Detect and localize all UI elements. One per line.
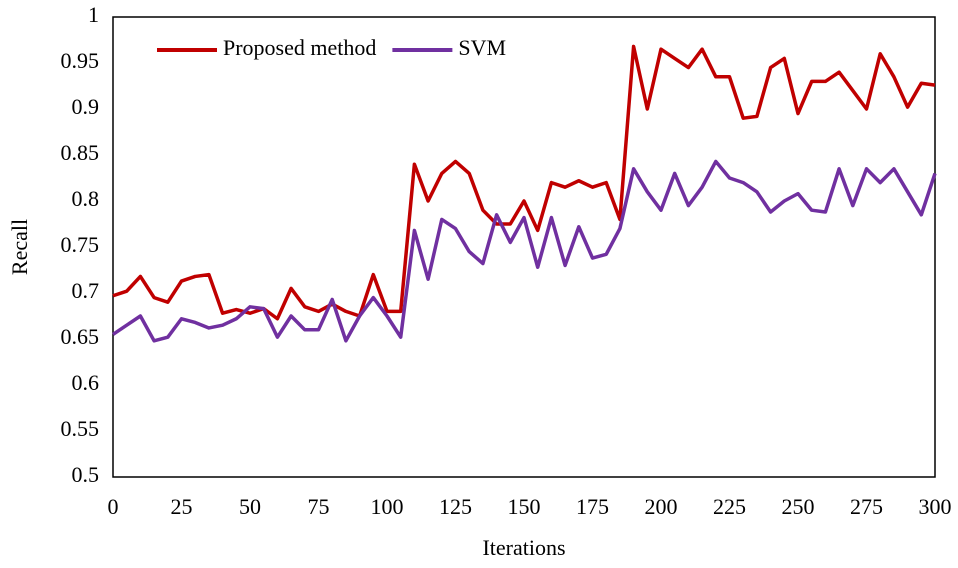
x-tick-label: 100: [371, 494, 404, 519]
y-tick-label: 0.85: [61, 140, 100, 165]
x-tick-label: 175: [576, 494, 609, 519]
y-tick-label: 0.95: [61, 48, 100, 73]
x-tick-label: 225: [713, 494, 746, 519]
legend-label: Proposed method: [223, 35, 376, 60]
x-tick-label: 200: [645, 494, 678, 519]
y-tick-label: 0.8: [72, 186, 100, 211]
x-tick-label: 250: [782, 494, 815, 519]
legend-label: SVM: [458, 35, 506, 60]
y-tick-label: 0.75: [61, 232, 100, 257]
y-tick-label: 0.7: [72, 278, 100, 303]
x-tick-label: 150: [508, 494, 541, 519]
x-tick-label: 75: [308, 494, 330, 519]
x-tick-label: 275: [850, 494, 883, 519]
y-axis-title: Recall: [7, 219, 32, 275]
y-tick-label: 0.65: [61, 324, 100, 349]
x-tick-label: 25: [171, 494, 193, 519]
y-tick-label: 0.6: [72, 370, 100, 395]
data-line: [112, 159, 937, 343]
x-tick-label: 0: [108, 494, 119, 519]
y-tick-label: 0.9: [72, 94, 100, 119]
x-axis-title: Iterations: [482, 535, 565, 560]
plot-frame: [112, 16, 936, 478]
y-tick-label: 0.5: [72, 462, 100, 487]
x-tick-label: 125: [439, 494, 472, 519]
data-line: [112, 44, 936, 321]
y-tick-label: 0.55: [61, 416, 100, 441]
x-tick-label: 300: [919, 494, 952, 519]
y-tick-label: 1: [88, 2, 99, 27]
x-tick-label: 50: [239, 494, 261, 519]
